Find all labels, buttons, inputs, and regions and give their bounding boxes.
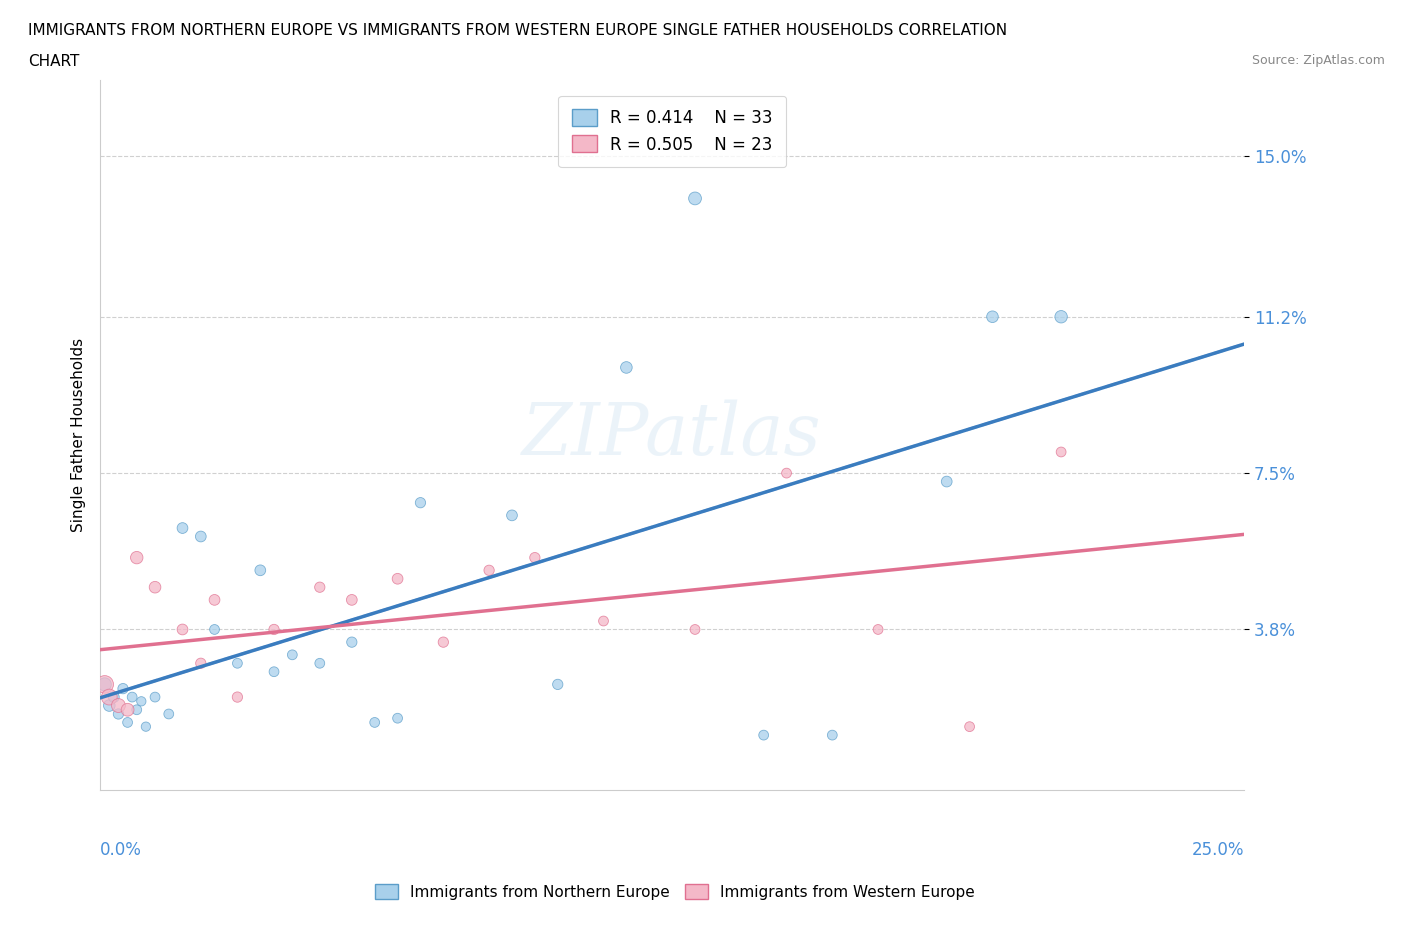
Point bbox=[281, 647, 304, 662]
Text: Source: ZipAtlas.com: Source: ZipAtlas.com bbox=[1251, 54, 1385, 67]
Point bbox=[103, 690, 125, 705]
Point bbox=[478, 563, 501, 578]
Point bbox=[226, 656, 249, 671]
Point bbox=[683, 622, 706, 637]
Point bbox=[263, 622, 285, 637]
Point bbox=[308, 579, 330, 594]
Point bbox=[135, 719, 157, 734]
Point bbox=[547, 677, 569, 692]
Point bbox=[868, 622, 890, 637]
Point bbox=[432, 634, 454, 649]
Point bbox=[501, 508, 523, 523]
Point bbox=[249, 563, 271, 578]
Point bbox=[959, 719, 981, 734]
Point bbox=[121, 690, 143, 705]
Point bbox=[226, 690, 249, 705]
Text: IMMIGRANTS FROM NORTHERN EUROPE VS IMMIGRANTS FROM WESTERN EUROPE SINGLE FATHER : IMMIGRANTS FROM NORTHERN EUROPE VS IMMIG… bbox=[28, 23, 1007, 38]
Point bbox=[125, 702, 148, 717]
Legend: Immigrants from Northern Europe, Immigrants from Western Europe: Immigrants from Northern Europe, Immigra… bbox=[368, 877, 981, 906]
Point bbox=[683, 191, 706, 206]
Point bbox=[263, 664, 285, 679]
Point bbox=[172, 622, 194, 637]
Point bbox=[143, 690, 166, 705]
Point bbox=[190, 656, 212, 671]
Point bbox=[93, 677, 115, 692]
Point bbox=[409, 496, 432, 511]
Point bbox=[143, 579, 166, 594]
Point bbox=[935, 474, 957, 489]
Point bbox=[981, 310, 1004, 325]
Point bbox=[752, 727, 775, 742]
Point bbox=[190, 529, 212, 544]
Y-axis label: Single Father Households: Single Father Households bbox=[72, 338, 86, 532]
Point bbox=[340, 592, 363, 607]
Point bbox=[93, 677, 115, 692]
Text: 0.0%: 0.0% bbox=[100, 841, 142, 858]
Text: ZIPatlas: ZIPatlas bbox=[523, 400, 823, 471]
Text: 25.0%: 25.0% bbox=[1192, 841, 1244, 858]
Point bbox=[172, 521, 194, 536]
Point bbox=[340, 634, 363, 649]
Point bbox=[98, 690, 121, 705]
Point bbox=[107, 707, 129, 722]
Point bbox=[821, 727, 844, 742]
Point bbox=[157, 707, 180, 722]
Legend: R = 0.414    N = 33, R = 0.505    N = 23: R = 0.414 N = 33, R = 0.505 N = 23 bbox=[558, 96, 786, 166]
Point bbox=[775, 466, 797, 481]
Point bbox=[125, 551, 148, 565]
Point bbox=[98, 698, 121, 713]
Point bbox=[117, 702, 139, 717]
Point bbox=[387, 571, 409, 586]
Point bbox=[592, 614, 614, 629]
Point bbox=[204, 622, 226, 637]
Point bbox=[117, 715, 139, 730]
Point bbox=[387, 711, 409, 725]
Point bbox=[363, 715, 385, 730]
Point bbox=[523, 551, 546, 565]
Point bbox=[1050, 445, 1073, 459]
Point bbox=[616, 360, 638, 375]
Point bbox=[131, 694, 153, 709]
Point bbox=[308, 656, 330, 671]
Point bbox=[111, 681, 134, 696]
Point bbox=[204, 592, 226, 607]
Point bbox=[107, 698, 129, 713]
Point bbox=[1050, 310, 1073, 325]
Text: CHART: CHART bbox=[28, 54, 80, 69]
